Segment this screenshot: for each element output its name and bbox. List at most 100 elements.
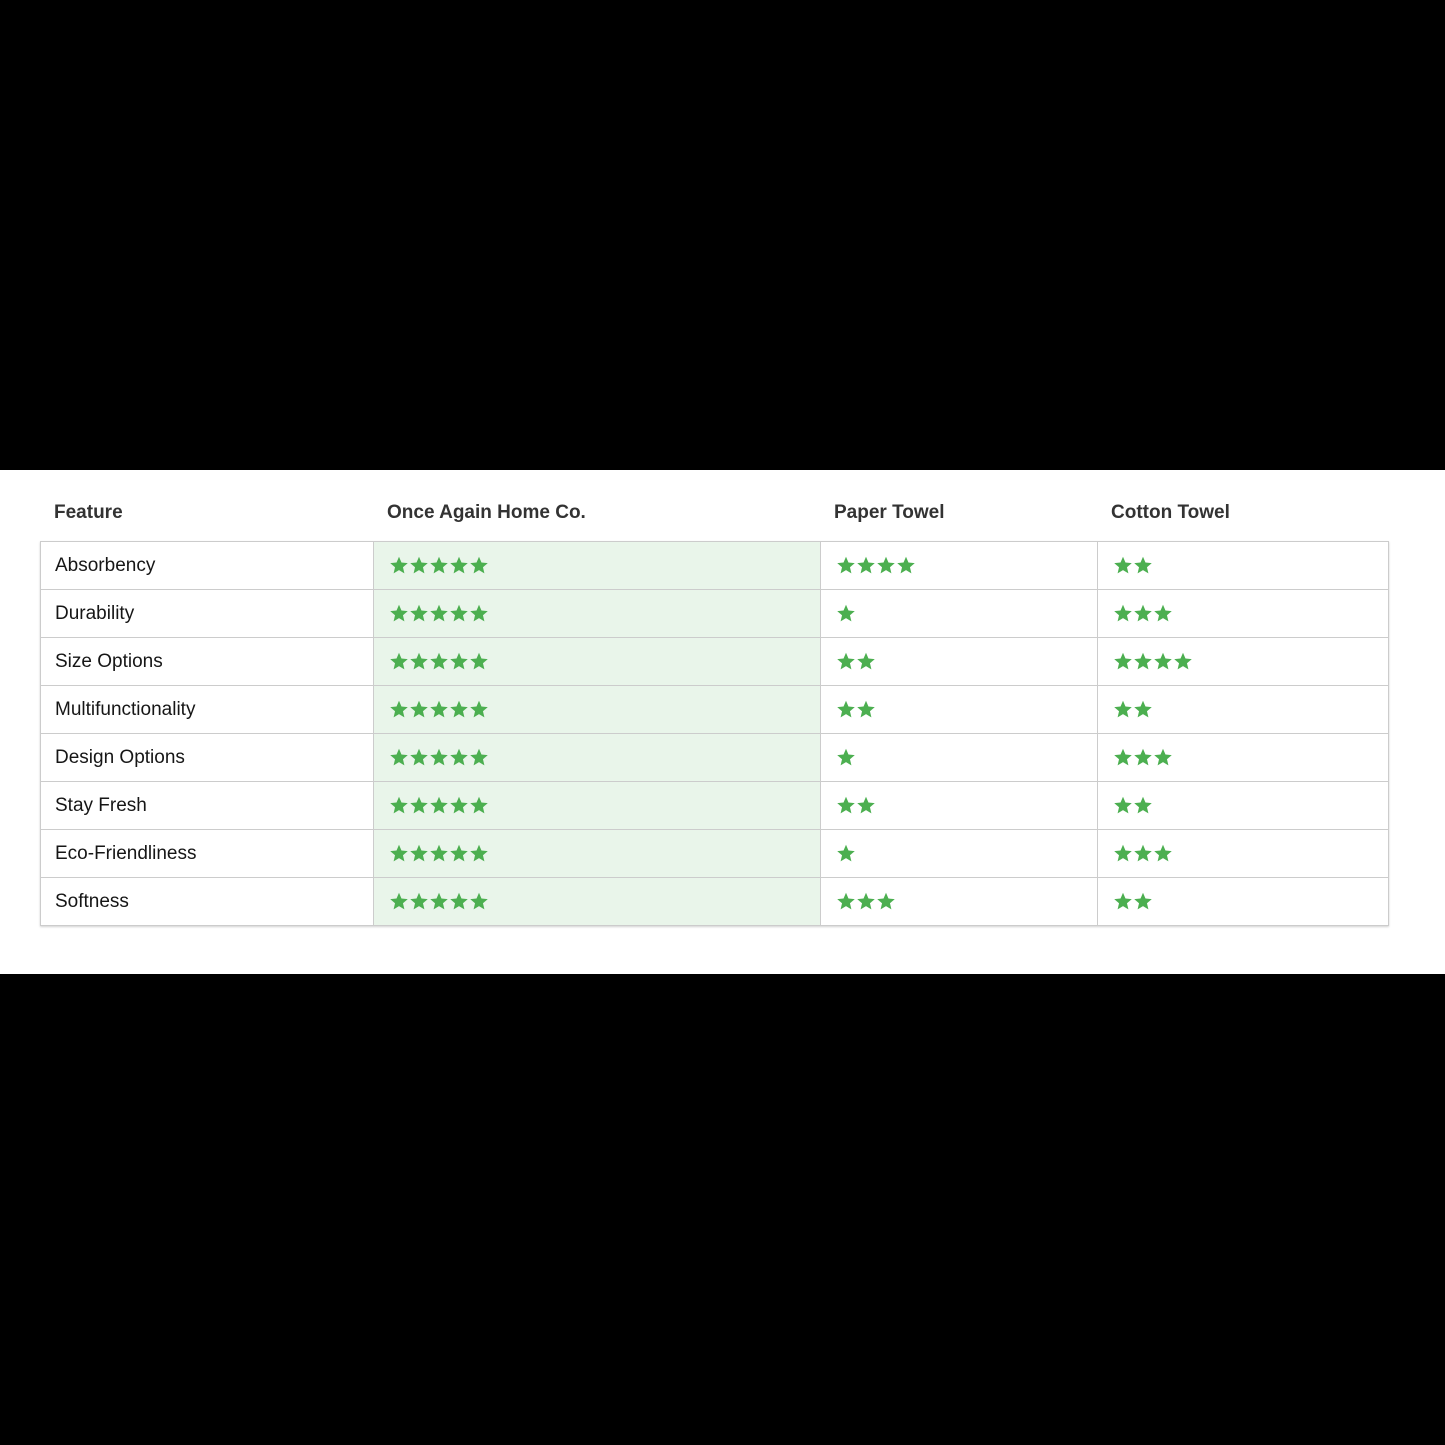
star-icon (1154, 652, 1172, 670)
feature-label: Softness (40, 877, 374, 926)
star-icon (837, 844, 855, 862)
star-icon (470, 796, 488, 814)
star-icon (430, 748, 448, 766)
star-rating (835, 747, 1091, 768)
rating-cell (373, 733, 821, 782)
star-icon (450, 748, 468, 766)
star-icon (390, 556, 408, 574)
star-icon (390, 796, 408, 814)
rating-cell (820, 589, 1098, 638)
star-icon (837, 796, 855, 814)
star-rating (1112, 699, 1382, 720)
star-rating (388, 747, 814, 768)
star-icon (1114, 652, 1132, 670)
star-icon (1114, 700, 1132, 718)
column-header-paper-towel: Paper Towel (834, 502, 945, 523)
rating-cell (820, 733, 1098, 782)
feature-label: Multifunctionality (40, 685, 374, 734)
feature-label: Stay Fresh (40, 781, 374, 830)
star-rating (835, 843, 1091, 864)
star-icon (1134, 748, 1152, 766)
rating-cell (820, 541, 1098, 590)
star-icon (1154, 604, 1172, 622)
column-header-feature: Feature (54, 502, 123, 523)
table-row: Durability (40, 589, 1389, 638)
star-rating (835, 555, 1091, 576)
star-rating (388, 891, 814, 912)
star-icon (1134, 844, 1152, 862)
star-icon (410, 844, 428, 862)
table-row: Design Options (40, 733, 1389, 782)
star-icon (1134, 652, 1152, 670)
table-row: Eco-Friendliness (40, 829, 1389, 878)
star-rating (388, 843, 814, 864)
star-icon (430, 892, 448, 910)
rating-cell (1097, 685, 1389, 734)
star-icon (410, 796, 428, 814)
star-icon (430, 700, 448, 718)
star-icon (857, 556, 875, 574)
star-icon (450, 604, 468, 622)
comparison-section: Feature Once Again Home Co. Paper Towel … (0, 470, 1445, 974)
rating-cell (1097, 541, 1389, 590)
star-rating (388, 651, 814, 672)
star-icon (1174, 652, 1192, 670)
star-icon (470, 748, 488, 766)
star-icon (390, 652, 408, 670)
rating-cell (1097, 733, 1389, 782)
rating-cell (373, 877, 821, 926)
star-icon (470, 892, 488, 910)
star-icon (1114, 604, 1132, 622)
star-icon (1134, 796, 1152, 814)
star-icon (390, 748, 408, 766)
star-rating (1112, 795, 1382, 816)
star-rating (835, 651, 1091, 672)
star-icon (877, 892, 895, 910)
table-row: Size Options (40, 637, 1389, 686)
star-icon (450, 556, 468, 574)
star-icon (837, 748, 855, 766)
star-icon (1134, 892, 1152, 910)
star-rating (1112, 603, 1382, 624)
rating-cell (1097, 589, 1389, 638)
star-icon (1134, 700, 1152, 718)
star-icon (410, 892, 428, 910)
star-icon (1154, 844, 1172, 862)
star-icon (390, 700, 408, 718)
star-icon (410, 652, 428, 670)
comparison-table-body: Absorbency Durability Size Options Multi… (40, 541, 1389, 926)
star-rating (835, 699, 1091, 720)
feature-label: Size Options (40, 637, 374, 686)
rating-cell (820, 781, 1098, 830)
star-icon (877, 556, 895, 574)
rating-cell (373, 541, 821, 590)
star-rating (1112, 843, 1382, 864)
comparison-content: Feature Once Again Home Co. Paper Towel … (0, 470, 1445, 926)
star-icon (410, 604, 428, 622)
star-icon (837, 892, 855, 910)
rating-cell (373, 685, 821, 734)
rating-cell (1097, 637, 1389, 686)
star-icon (1114, 892, 1132, 910)
star-icon (390, 604, 408, 622)
star-icon (857, 796, 875, 814)
star-icon (410, 556, 428, 574)
star-icon (470, 652, 488, 670)
star-icon (450, 652, 468, 670)
star-icon (837, 604, 855, 622)
rating-cell (373, 589, 821, 638)
table-row: Stay Fresh (40, 781, 1389, 830)
star-icon (1114, 796, 1132, 814)
star-rating (1112, 555, 1382, 576)
rating-cell (820, 829, 1098, 878)
star-icon (837, 556, 855, 574)
star-icon (470, 844, 488, 862)
table-row: Multifunctionality (40, 685, 1389, 734)
table-row: Softness (40, 877, 1389, 926)
feature-label: Design Options (40, 733, 374, 782)
rating-cell (373, 637, 821, 686)
star-icon (1154, 748, 1172, 766)
star-icon (857, 892, 875, 910)
star-icon (450, 844, 468, 862)
